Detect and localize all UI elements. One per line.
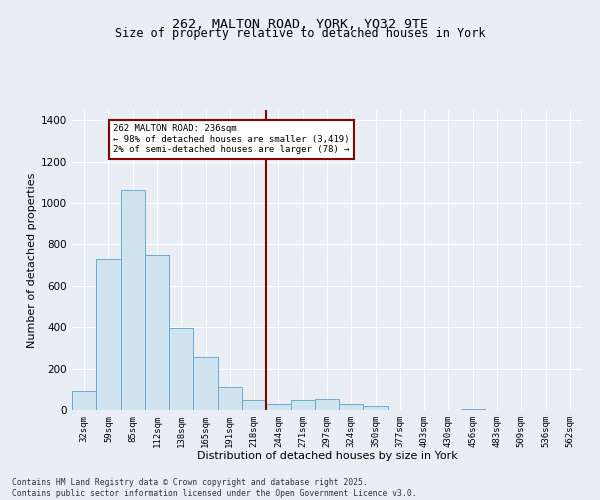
Bar: [364, 406, 388, 410]
Bar: [121, 190, 145, 410]
Bar: [339, 404, 364, 410]
Bar: [96, 259, 121, 410]
Bar: [169, 328, 193, 410]
Bar: [290, 400, 315, 410]
Text: 262, MALTON ROAD, YORK, YO32 9TE: 262, MALTON ROAD, YORK, YO32 9TE: [172, 18, 428, 30]
Bar: [145, 255, 169, 410]
Bar: [266, 404, 290, 410]
Text: Contains HM Land Registry data © Crown copyright and database right 2025.
Contai: Contains HM Land Registry data © Crown c…: [12, 478, 416, 498]
Bar: [218, 387, 242, 410]
Bar: [242, 400, 266, 410]
Bar: [72, 392, 96, 410]
Text: 262 MALTON ROAD: 236sqm
← 98% of detached houses are smaller (3,419)
2% of semi-: 262 MALTON ROAD: 236sqm ← 98% of detache…: [113, 124, 350, 154]
Y-axis label: Number of detached properties: Number of detached properties: [27, 172, 37, 348]
Bar: [315, 398, 339, 410]
Bar: [193, 357, 218, 410]
X-axis label: Distribution of detached houses by size in York: Distribution of detached houses by size …: [197, 452, 457, 462]
Text: Size of property relative to detached houses in York: Size of property relative to detached ho…: [115, 28, 485, 40]
Bar: [461, 409, 485, 410]
